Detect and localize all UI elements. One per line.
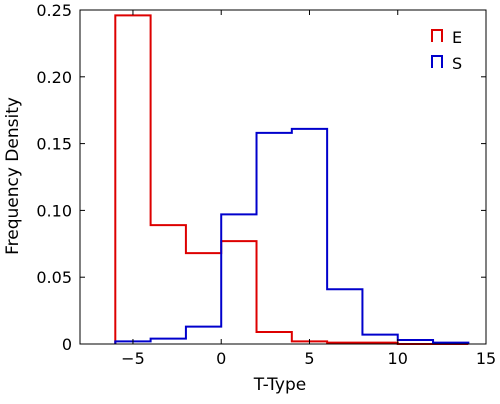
y-tick-label: 0.25 [36, 1, 72, 20]
axes-layer: −5 0 5 10 15 0 0.05 0.10 0.15 0.20 0.25 [36, 1, 496, 368]
y-axis-label: Frequency Density [3, 97, 23, 255]
legend-label: E [452, 28, 462, 47]
y-tick-label: 0 [62, 335, 72, 354]
y-tick-label: 0.20 [36, 68, 72, 87]
x-tick-label: 5 [304, 349, 314, 368]
x-tick-label: 15 [476, 349, 496, 368]
plot-frame [79, 9, 487, 345]
y-tick-label: 0.10 [36, 201, 72, 220]
legend-item-s: S [431, 54, 462, 73]
legend-swatch [431, 55, 443, 68]
y-tick-label: 0.15 [36, 135, 72, 154]
legend-label: S [452, 54, 462, 73]
x-tick-label: 0 [216, 349, 226, 368]
x-axis-label: T-Type [253, 375, 306, 395]
y-tick-label: 0.05 [36, 268, 72, 287]
legend-item-e: E [431, 28, 462, 47]
series-layer [114, 14, 470, 345]
series-e-outline [114, 14, 469, 345]
x-tick-label: 10 [388, 349, 408, 368]
series-s-outline [114, 127, 470, 344]
x-tick-label: −5 [121, 349, 145, 368]
legend: ES [431, 28, 462, 73]
legend-swatch [431, 29, 443, 42]
